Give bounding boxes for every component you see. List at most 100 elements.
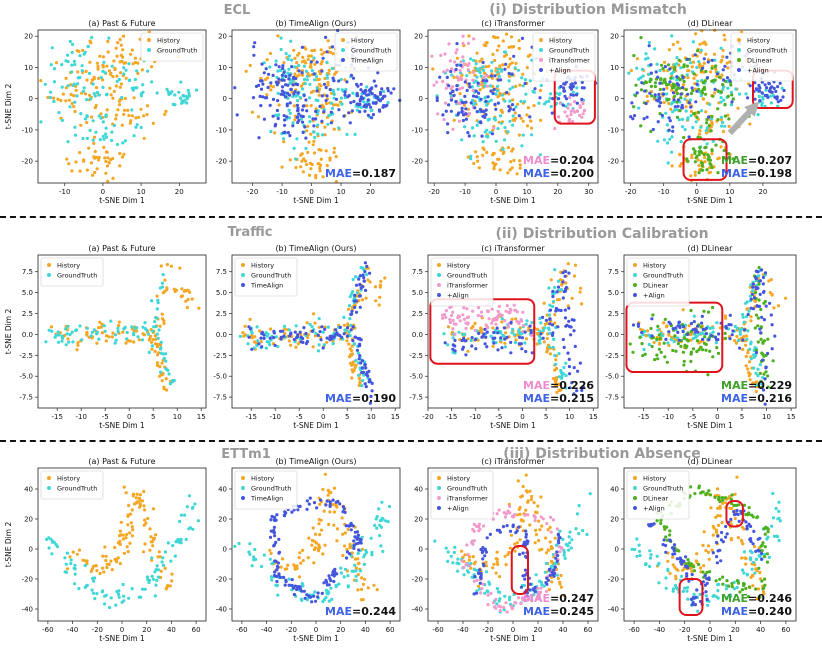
point-history <box>681 308 685 312</box>
point-groundtruth <box>63 556 67 560</box>
point-timealign <box>293 330 297 334</box>
point-history <box>297 575 302 579</box>
point-plus-align <box>573 344 577 348</box>
point-history <box>471 324 475 328</box>
point-history <box>118 562 122 566</box>
point-history <box>671 555 675 559</box>
point-itransformer <box>568 96 572 100</box>
scatter-panel: (b) TimeAlign (Ours)-60 -40 -20 0 20 40 60-40-… <box>216 457 401 643</box>
point-plus-align <box>746 312 750 317</box>
point-history <box>507 45 511 49</box>
point-history <box>166 584 170 588</box>
point-groundtruth <box>523 78 528 82</box>
point-groundtruth <box>691 40 696 44</box>
point-plus-align <box>781 95 785 99</box>
point-plus-align <box>691 328 695 332</box>
point-groundtruth <box>94 130 98 134</box>
point-history <box>662 60 667 64</box>
point-timealign <box>338 325 342 329</box>
x-tick-label: -15 <box>446 413 457 421</box>
point-history <box>494 571 498 575</box>
point-dlinear <box>675 115 680 119</box>
point-groundtruth <box>648 549 652 553</box>
point-groundtruth <box>114 338 118 342</box>
point-groundtruth <box>109 596 113 600</box>
point-history <box>283 567 287 571</box>
point-timealign <box>363 362 367 366</box>
point-groundtruth <box>179 80 183 84</box>
point-groundtruth <box>296 99 300 103</box>
point-timealign <box>324 503 328 507</box>
point-plus-align <box>477 91 481 95</box>
point-itransformer <box>448 320 452 324</box>
point-groundtruth <box>765 537 769 541</box>
point-history <box>711 524 715 529</box>
point-history <box>65 157 69 161</box>
point-groundtruth <box>756 367 760 371</box>
point-groundtruth <box>54 543 58 547</box>
x-axis-label: t-SNE Dim 1 <box>490 196 536 205</box>
point-plus-align <box>512 108 516 112</box>
point-plus-align <box>766 351 770 356</box>
point-groundtruth <box>167 92 171 96</box>
point-groundtruth <box>346 584 350 588</box>
point-history <box>293 118 297 122</box>
point-timealign <box>282 78 286 82</box>
point-history <box>133 502 137 506</box>
point-itransformer <box>580 115 584 119</box>
point-history <box>491 161 495 165</box>
point-itransformer <box>505 610 509 614</box>
point-timealign <box>300 120 305 124</box>
point-itransformer <box>533 519 537 523</box>
point-dlinear <box>713 78 717 82</box>
point-dlinear <box>643 352 647 356</box>
point-plus-align <box>559 308 563 313</box>
legend-entry: History <box>447 262 470 270</box>
point-plus-align <box>725 76 730 80</box>
point-history <box>121 330 125 334</box>
point-groundtruth <box>114 603 118 607</box>
point-groundtruth <box>301 87 305 91</box>
point-history <box>190 297 194 301</box>
x-tick-label: 60 <box>386 626 395 634</box>
point-groundtruth <box>339 77 343 81</box>
point-groundtruth <box>330 106 335 110</box>
legend-marker <box>241 273 245 277</box>
point-history <box>118 529 122 533</box>
point-history <box>259 76 263 81</box>
point-groundtruth <box>635 554 639 558</box>
point-history <box>364 296 368 300</box>
point-plus-align <box>544 581 548 585</box>
point-timealign <box>331 498 335 502</box>
mae-label: MAE=0.226 <box>523 379 594 392</box>
point-groundtruth <box>294 94 298 98</box>
point-timealign <box>325 94 329 98</box>
point-groundtruth <box>742 320 746 324</box>
point-timealign <box>371 113 375 117</box>
point-history <box>160 379 164 383</box>
point-groundtruth <box>559 288 564 292</box>
point-groundtruth <box>357 373 361 377</box>
point-history <box>132 96 136 100</box>
point-groundtruth <box>336 87 340 91</box>
point-history <box>306 150 310 154</box>
point-history <box>142 333 146 337</box>
point-groundtruth <box>155 91 159 95</box>
y-tick-label: 10 <box>610 64 619 72</box>
point-history <box>102 145 106 149</box>
point-groundtruth <box>386 101 390 105</box>
y-tick-label: 10 <box>24 64 33 72</box>
point-groundtruth <box>287 577 291 581</box>
point-dlinear <box>660 63 664 67</box>
point-history <box>744 343 748 347</box>
x-axis-label: t-SNE Dim 1 <box>687 421 733 430</box>
point-history <box>288 158 292 162</box>
point-itransformer <box>461 41 465 46</box>
point-history <box>89 115 94 119</box>
point-history <box>342 323 346 327</box>
point-groundtruth <box>90 330 94 334</box>
point-timealign <box>334 500 338 504</box>
point-groundtruth <box>104 132 108 136</box>
point-plus-align <box>695 82 699 86</box>
point-history <box>528 489 532 493</box>
